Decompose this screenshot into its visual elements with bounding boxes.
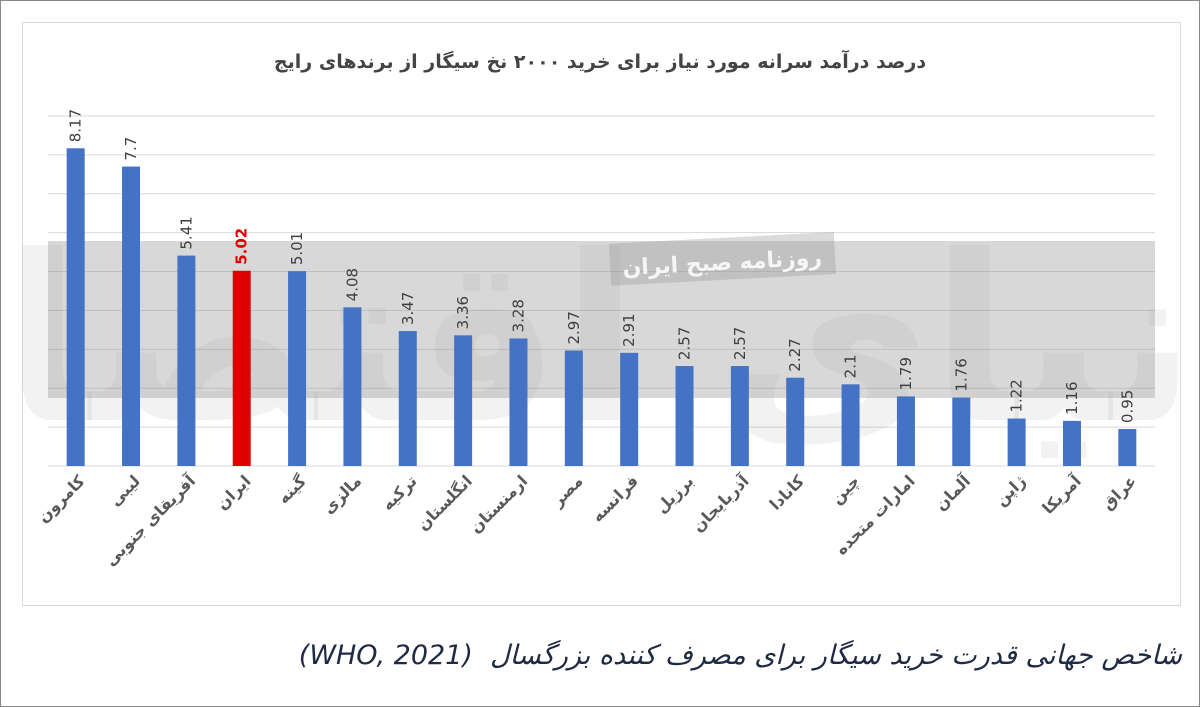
bar xyxy=(675,366,694,466)
watermark-label-box xyxy=(609,232,836,286)
data-label: 8.17 xyxy=(67,109,85,142)
bar xyxy=(1007,418,1026,466)
category-label: کانادا xyxy=(766,471,809,514)
category-label: ایران xyxy=(212,471,254,513)
category-label: لیبی xyxy=(105,471,143,509)
bar xyxy=(232,270,251,466)
data-label: 5.02 xyxy=(233,228,251,265)
category-label: فرانسه xyxy=(588,471,642,525)
bar xyxy=(177,255,196,466)
bar xyxy=(66,148,85,466)
caption: شاخص جهانی قدرت خرید سیگار برای مصرف کنن… xyxy=(298,640,1182,671)
category-label: آفریقای جنوبی xyxy=(100,470,199,569)
category-label: چین xyxy=(827,471,864,508)
data-label: 2.27 xyxy=(786,338,804,371)
bar xyxy=(1118,429,1137,466)
bar xyxy=(952,397,971,466)
category-label: عراق xyxy=(1098,471,1140,513)
data-label: 3.36 xyxy=(454,296,472,329)
data-label: 2.91 xyxy=(620,313,638,346)
data-label: 5.01 xyxy=(288,232,306,265)
chart-area xyxy=(22,22,1181,606)
bar xyxy=(122,166,141,467)
data-label: 3.28 xyxy=(509,299,527,332)
data-label: 2.57 xyxy=(731,327,749,360)
bar xyxy=(564,350,583,466)
category-label: آذربایجان xyxy=(688,470,754,536)
data-label: 1.76 xyxy=(952,358,970,391)
data-label: 1.79 xyxy=(897,357,915,390)
data-label: 2.1 xyxy=(842,354,860,378)
data-label: 7.7 xyxy=(122,137,140,161)
bar xyxy=(730,366,749,466)
bar xyxy=(398,331,417,466)
bar xyxy=(509,338,528,466)
chart-title: درصد درآمد سرانه مورد نیاز برای خرید ۲۰۰… xyxy=(274,49,926,73)
bar xyxy=(620,352,639,466)
category-label: ژاپن xyxy=(991,471,1030,510)
category-label: مصر xyxy=(547,471,586,510)
bar xyxy=(288,271,307,466)
data-label: 2.97 xyxy=(565,311,583,344)
data-label: 1.16 xyxy=(1063,381,1081,414)
category-label: ترکیه xyxy=(378,471,421,514)
data-label: 0.95 xyxy=(1118,390,1136,423)
data-label: 3.47 xyxy=(399,292,417,325)
bar xyxy=(841,384,860,466)
category-label: برزیل xyxy=(652,471,698,517)
category-label: مالزی xyxy=(319,471,365,517)
data-label: 1.22 xyxy=(1008,379,1026,412)
category-label: گینه xyxy=(274,471,311,508)
data-label: 4.08 xyxy=(343,268,361,301)
watermark-logo: دنیای اقتصاد xyxy=(0,208,1200,475)
category-label: آمریکا xyxy=(1038,470,1086,518)
bar xyxy=(1062,420,1081,466)
bar xyxy=(343,307,362,466)
bar xyxy=(896,396,915,466)
category-label: کامرون xyxy=(34,471,89,526)
category-label: ارمنستان xyxy=(466,471,531,536)
watermark-band xyxy=(48,241,1155,398)
category-label: آلمان xyxy=(930,470,974,514)
data-label: 5.41 xyxy=(177,216,195,249)
bar xyxy=(454,335,473,466)
data-label: 2.57 xyxy=(676,327,694,360)
bar xyxy=(786,377,805,466)
